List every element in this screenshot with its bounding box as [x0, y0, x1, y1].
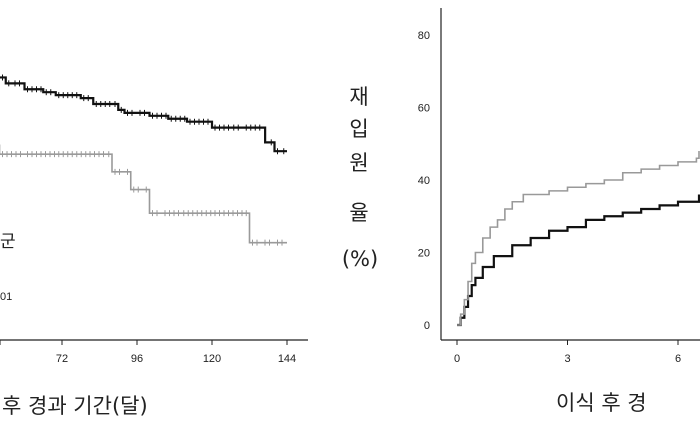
right-y-title-unit: (%): [342, 247, 378, 271]
right-y-title-char: 율: [349, 201, 368, 225]
left-x-axis-title: 후 경과 기간(달): [2, 394, 148, 418]
right-x-tick-label: 0: [454, 353, 460, 365]
right-y-title-char: 재: [349, 85, 368, 109]
left-series-line-2: [0, 144, 287, 244]
right-y-title-char: 입: [349, 117, 368, 141]
right-y-tick-label: 0: [424, 320, 430, 332]
left-x-tick-label: 120: [203, 353, 221, 365]
left-x-tick-label: 72: [56, 353, 68, 365]
right-y-tick-label: 40: [418, 175, 430, 187]
right-x-tick-label: 6: [675, 353, 681, 365]
right-chart: 0 20 40 60 80 0 3 6 이식 후 경: [418, 8, 700, 415]
right-x-tick-label: 3: [564, 353, 570, 365]
right-y-ticks: 0 20 40 60 80: [418, 30, 430, 332]
right-y-title-char: 원: [349, 151, 368, 175]
left-partial-label-group: 군: [0, 232, 16, 252]
left-x-ticks: 72 96 120 144: [0, 340, 296, 365]
left-series-group: [0, 74, 287, 246]
right-y-tick-label: 60: [418, 103, 430, 115]
left-partial-label-p: 01: [0, 291, 12, 303]
right-series-line-2: [457, 151, 700, 326]
left-chart: 72 96 120 144 군 01 후 경과 기간(달): [0, 74, 308, 418]
right-series-group: [457, 151, 700, 327]
right-series-line-1: [457, 194, 700, 327]
left-series-line-1: [0, 76, 287, 153]
right-y-tick-label: 20: [418, 248, 430, 260]
left-x-tick-label: 144: [278, 353, 296, 365]
left-x-tick-label: 96: [131, 353, 143, 365]
right-x-ticks: 0 3 6: [454, 340, 681, 365]
right-x-axis-title: 이식 후 경: [556, 391, 647, 415]
right-y-tick-label: 80: [418, 30, 430, 42]
